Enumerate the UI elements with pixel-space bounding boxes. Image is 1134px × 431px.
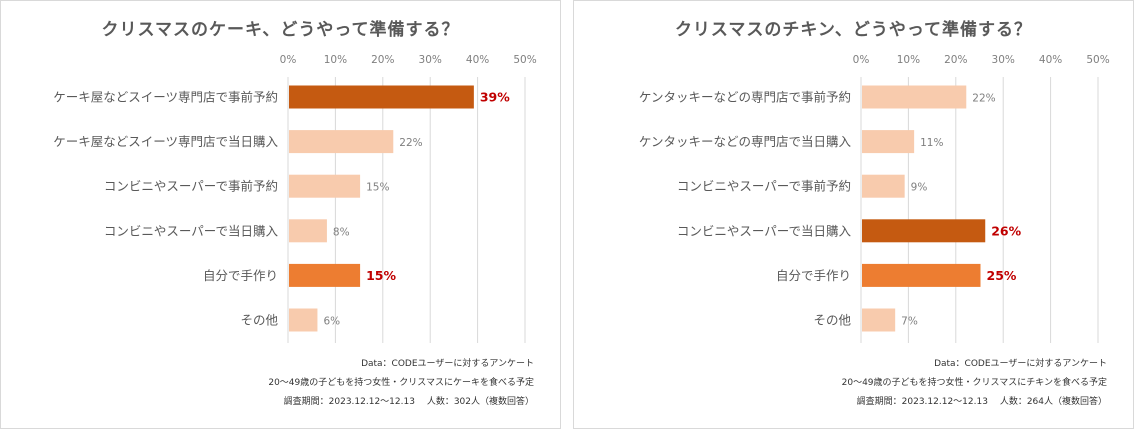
chicken-x-tick-label: 10% [897,54,920,66]
cake-category-label: その他 [240,313,278,328]
cake-category-label: コンビニやスーパーで事前予約 [104,179,278,194]
cake-chart-panel: クリスマスのケーキ、どうやって準備する？ 0% 10% 20% 30% 40% 50% ケー… [0,0,561,429]
cake-x-tick-label: 50% [513,54,536,66]
cake-category-label: ケーキ屋などスイーツ専門店で事前予約 [53,90,278,105]
chicken-note-period: 調査期間：2023.12.12～12.13 人数：264人（複数回答） [856,397,1107,407]
cake-x-tick-label: 20% [371,54,394,66]
cake-note-source: Data：CODEユーザーに対するアンケート [361,359,534,369]
cake-data-label: 39% [480,90,510,105]
chicken-data-label: 9% [911,182,928,194]
cake-chart-title: クリスマスのケーキ、どうやって準備する？ [101,20,460,40]
chicken-data-label: 26% [991,223,1021,238]
chicken-data-label: 25% [987,268,1017,283]
cake-x-tick-label: 0% [280,54,297,66]
chicken-bar [862,263,981,287]
chicken-x-tick-label: 30% [992,54,1015,66]
cake-bar [289,219,327,243]
chicken-chart-notes: Data：CODEユーザーに対するアンケート 20～49歳の子どもを持つ女性・ク… [842,355,1107,412]
chicken-data-label: 22% [972,93,995,105]
cake-x-tick-label: 40% [466,54,489,66]
cake-category-label: コンビニやスーパーで当日購入 [104,223,279,238]
cake-bar [289,263,361,287]
cake-note-target: 20～49歳の子どもを持つ女性・クリスマスにケーキを食べる予定 [268,378,534,388]
chicken-x-tick-label: 50% [1086,54,1109,66]
chicken-chart-plot: 0% 10% 20% 30% 40% 50% ケンタッキーなどの専門店で事前予約 22% ケンタ… [639,54,1110,343]
chicken-note-source: Data：CODEユーザーに対するアンケート [934,359,1107,369]
chicken-bar [862,219,986,243]
chicken-category-label: コンビニやスーパーで事前予約 [677,179,851,194]
cake-bar [289,130,394,154]
chicken-note-target: 20～49歳の子どもを持つ女性・クリスマスにチキンを食べる予定 [841,378,1107,388]
chicken-category-label: ケンタッキーなどの専門店で当日購入 [639,134,852,149]
cake-chart-notes: Data：CODEユーザーに対するアンケート 20～49歳の子どもを持つ女性・ク… [268,355,534,412]
chicken-bar [862,130,915,154]
chicken-x-tick-label: 20% [944,54,967,66]
chicken-category-label: 自分で手作り [776,268,851,283]
chicken-data-label: 11% [920,137,943,149]
chicken-category-label: その他 [813,313,851,328]
cake-x-tick-label: 30% [419,54,442,66]
chicken-category-label: ケンタッキーなどの専門店で事前予約 [639,90,851,105]
cake-note-period: 調査期間：2023.12.12～12.13 人数：302人（複数回答） [283,397,534,407]
cake-category-label: ケーキ屋などスイーツ専門店で当日購入 [53,134,278,149]
cake-data-label: 8% [333,226,350,238]
chicken-bar [862,308,896,332]
chicken-chart-panel: クリスマスのチキン、どうやって準備する？ 0% 10% 20% 30% 40% 50% ケン… [573,0,1134,429]
cake-chart-plot: 0% 10% 20% 30% 40% 50% ケーキ屋などスイーツ専門店で事前予約 39% ケー… [53,54,537,343]
cake-data-label: 15% [366,268,396,283]
cake-bar [289,308,318,332]
chicken-bar [862,85,967,109]
cake-bar [289,174,361,198]
chicken-chart-title: クリスマスのチキン、どうやって準備する？ [674,20,1033,40]
chicken-bar [862,174,905,198]
cake-category-label: 自分で手作り [203,268,278,283]
cake-x-tick-label: 10% [324,54,347,66]
cake-data-label: 6% [323,316,340,328]
cake-data-label: 15% [366,182,389,194]
cake-data-label: 22% [399,137,422,149]
chicken-x-tick-label: 40% [1039,54,1062,66]
cake-bar [289,85,474,109]
chicken-x-tick-label: 0% [853,54,870,66]
chicken-data-label: 7% [901,316,918,328]
chicken-category-label: コンビニやスーパーで当日購入 [677,223,852,238]
